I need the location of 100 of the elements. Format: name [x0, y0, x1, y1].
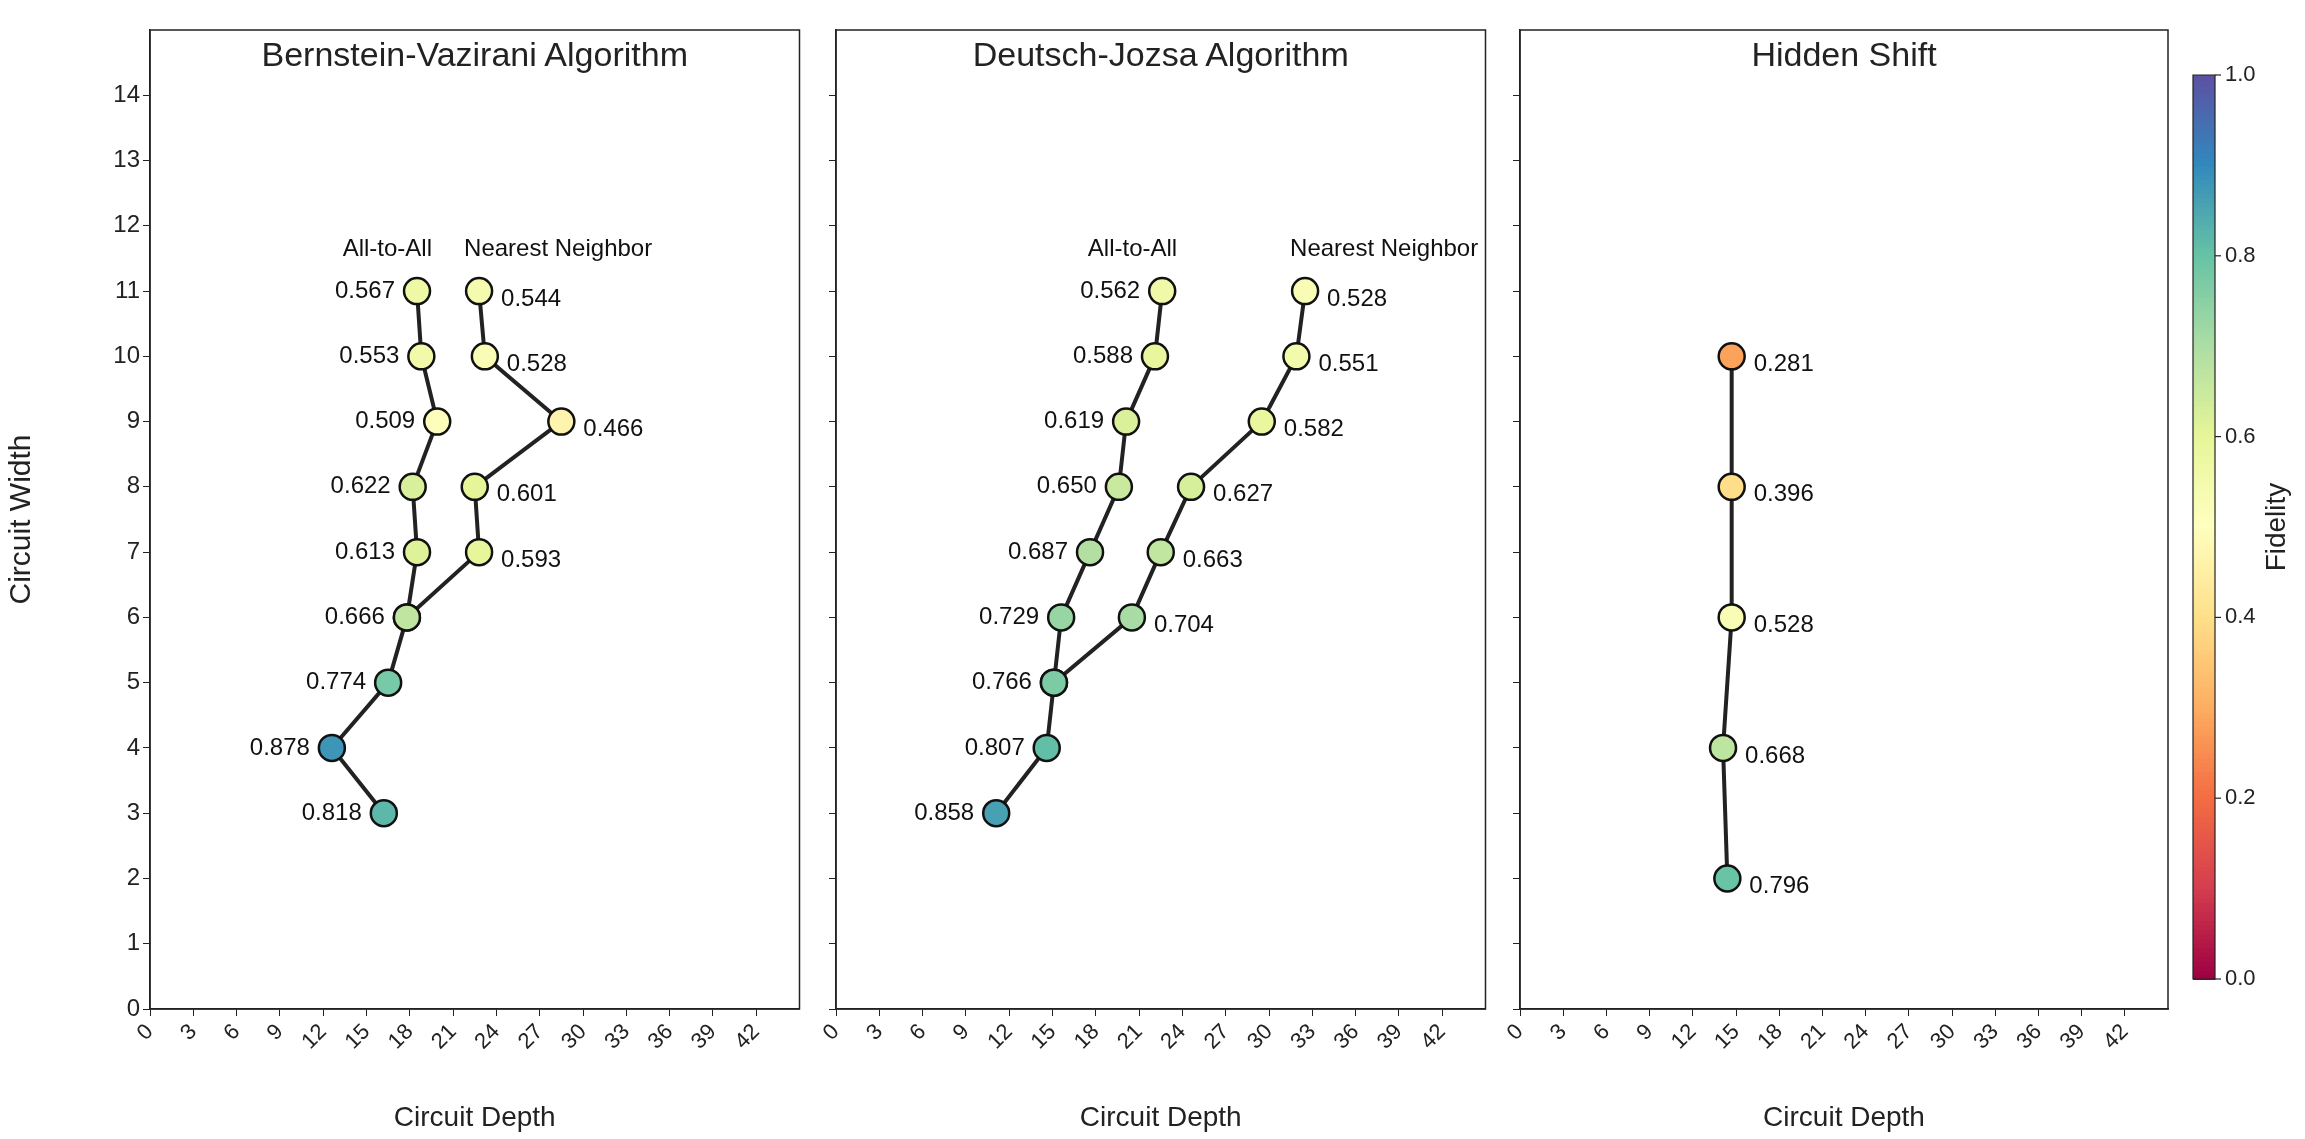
- annotation: 0.466: [583, 414, 644, 442]
- x-tick-label: 3: [174, 1018, 202, 1045]
- chart-title: Deutsch-Jozsa Algorithm: [972, 35, 1349, 74]
- x-tick-label: 21: [1111, 1018, 1147, 1054]
- annotation: 0.528: [1327, 283, 1388, 311]
- x-tick-label: 42: [729, 1018, 765, 1054]
- annotation: 0.601: [496, 479, 557, 507]
- x-tick-label: 9: [947, 1018, 974, 1045]
- x-tick-label: 33: [599, 1018, 635, 1054]
- x-tick-label: 24: [469, 1018, 505, 1054]
- y-tick-label: 14: [113, 79, 140, 107]
- x-tick-label: 39: [2054, 1018, 2090, 1054]
- x-tick-label: 36: [2011, 1018, 2047, 1054]
- x-tick-label: 42: [1415, 1018, 1451, 1054]
- x-tick-label: 39: [685, 1018, 721, 1054]
- annotation: 0.627: [1213, 479, 1274, 507]
- y-tick-label: 12: [113, 210, 140, 238]
- y-tick-label: 2: [126, 863, 140, 891]
- x-tick-label: 6: [904, 1018, 931, 1045]
- color-bar-label: 0.0: [2225, 965, 2256, 991]
- y-tick-label: 4: [126, 732, 140, 760]
- y-tick-label: 6: [126, 602, 140, 630]
- x-tick-label: 0: [817, 1018, 844, 1045]
- annotation: 0.663: [1182, 544, 1243, 572]
- annotation: 0.774: [306, 667, 367, 695]
- annotation: 0.619: [1044, 406, 1105, 434]
- annotation: 0.858: [914, 797, 975, 825]
- annotation: 0.766: [971, 667, 1032, 695]
- color-bar-label: 0.4: [2225, 603, 2256, 629]
- x-tick-label: 30: [555, 1018, 591, 1054]
- x-tick-label: 12: [296, 1018, 332, 1054]
- annotation: 0.553: [339, 340, 400, 368]
- series-label: Nearest Neighbor: [464, 233, 653, 261]
- x-tick-label: 6: [1587, 1018, 1615, 1045]
- annotation: 0.544: [501, 283, 562, 311]
- x-tick-label: 21: [425, 1018, 461, 1054]
- x-tick-label: 15: [1708, 1018, 1744, 1054]
- x-axis-title: Circuit Depth: [393, 1100, 556, 1132]
- x-tick-label: 18: [1068, 1018, 1104, 1054]
- annotation: 0.281: [1753, 348, 1814, 376]
- annotation: 0.878: [249, 732, 310, 760]
- x-tick-label: 36: [1328, 1018, 1364, 1054]
- annotation: 0.528: [1753, 610, 1814, 638]
- x-tick-label: 24: [1155, 1018, 1191, 1054]
- y-tick-label: 7: [126, 536, 140, 564]
- annotation: 0.666: [324, 602, 385, 630]
- x-tick-label: 24: [1838, 1018, 1874, 1054]
- annotation: 0.613: [334, 536, 396, 564]
- y-tick-label: 13: [113, 145, 140, 173]
- y-tick-label: 10: [113, 340, 140, 368]
- y-tick-label: 11: [115, 275, 140, 303]
- x-tick-label: 18: [1752, 1018, 1788, 1054]
- chart-title: Hidden Shift: [1751, 35, 1938, 74]
- x-tick-label: 18: [382, 1018, 418, 1054]
- y-tick-label: 9: [126, 406, 140, 434]
- color-bar-label: 0.8: [2225, 241, 2256, 267]
- annotation: 0.582: [1283, 414, 1344, 442]
- annotation: 0.704: [1153, 610, 1214, 638]
- x-tick-label: 27: [1881, 1018, 1917, 1054]
- x-tick-label: 33: [1968, 1018, 2004, 1054]
- y-tick-label: 3: [126, 797, 140, 825]
- x-axis-title: Circuit Depth: [1079, 1100, 1242, 1132]
- y-tick-label: 5: [126, 667, 140, 695]
- color-bar-title: Fidelity: [2259, 482, 2291, 572]
- annotation: 0.650: [1036, 471, 1097, 499]
- series-label: All-to-All: [1087, 233, 1178, 261]
- x-tick-label: 33: [1285, 1018, 1321, 1054]
- x-tick-label: 30: [1241, 1018, 1277, 1054]
- x-tick-label: 0: [1501, 1018, 1528, 1045]
- annotation: 0.509: [355, 406, 416, 434]
- x-tick-label: 9: [1631, 1018, 1658, 1045]
- x-tick-label: 12: [982, 1018, 1018, 1054]
- annotation: 0.588: [1072, 340, 1133, 368]
- x-tick-label: 12: [1665, 1018, 1701, 1054]
- annotation: 0.668: [1745, 740, 1806, 768]
- x-tick-label: 27: [512, 1018, 548, 1054]
- x-tick-label: 42: [2097, 1018, 2133, 1054]
- color-bar-label: 0.6: [2225, 422, 2256, 448]
- annotation: 0.562: [1080, 275, 1141, 303]
- x-tick-label: 3: [860, 1018, 888, 1045]
- x-tick-label: 27: [1198, 1018, 1234, 1054]
- x-tick-label: 6: [218, 1018, 245, 1045]
- annotation: 0.729: [979, 602, 1040, 630]
- y-tick-label: 8: [126, 471, 140, 499]
- x-axis-title: Circuit Depth: [1763, 1100, 1925, 1132]
- annotation: 0.818: [301, 797, 362, 825]
- series-label: All-to-All: [342, 233, 433, 261]
- x-tick-label: 15: [339, 1018, 375, 1054]
- annotation: 0.396: [1753, 479, 1814, 507]
- annotation: 0.687: [1007, 536, 1069, 564]
- annotation: 0.622: [330, 471, 391, 499]
- annotation: 0.528: [506, 348, 567, 376]
- x-tick-label: 30: [1924, 1018, 1960, 1054]
- x-tick-label: 9: [261, 1018, 288, 1045]
- annotation: 0.567: [334, 275, 396, 303]
- y-tick-label: 1: [126, 928, 140, 956]
- annotation: 0.807: [964, 732, 1025, 760]
- chart-title: Bernstein-Vazirani Algorithm: [261, 35, 688, 74]
- x-tick-label: 3: [1544, 1018, 1572, 1045]
- x-tick-label: 39: [1371, 1018, 1407, 1054]
